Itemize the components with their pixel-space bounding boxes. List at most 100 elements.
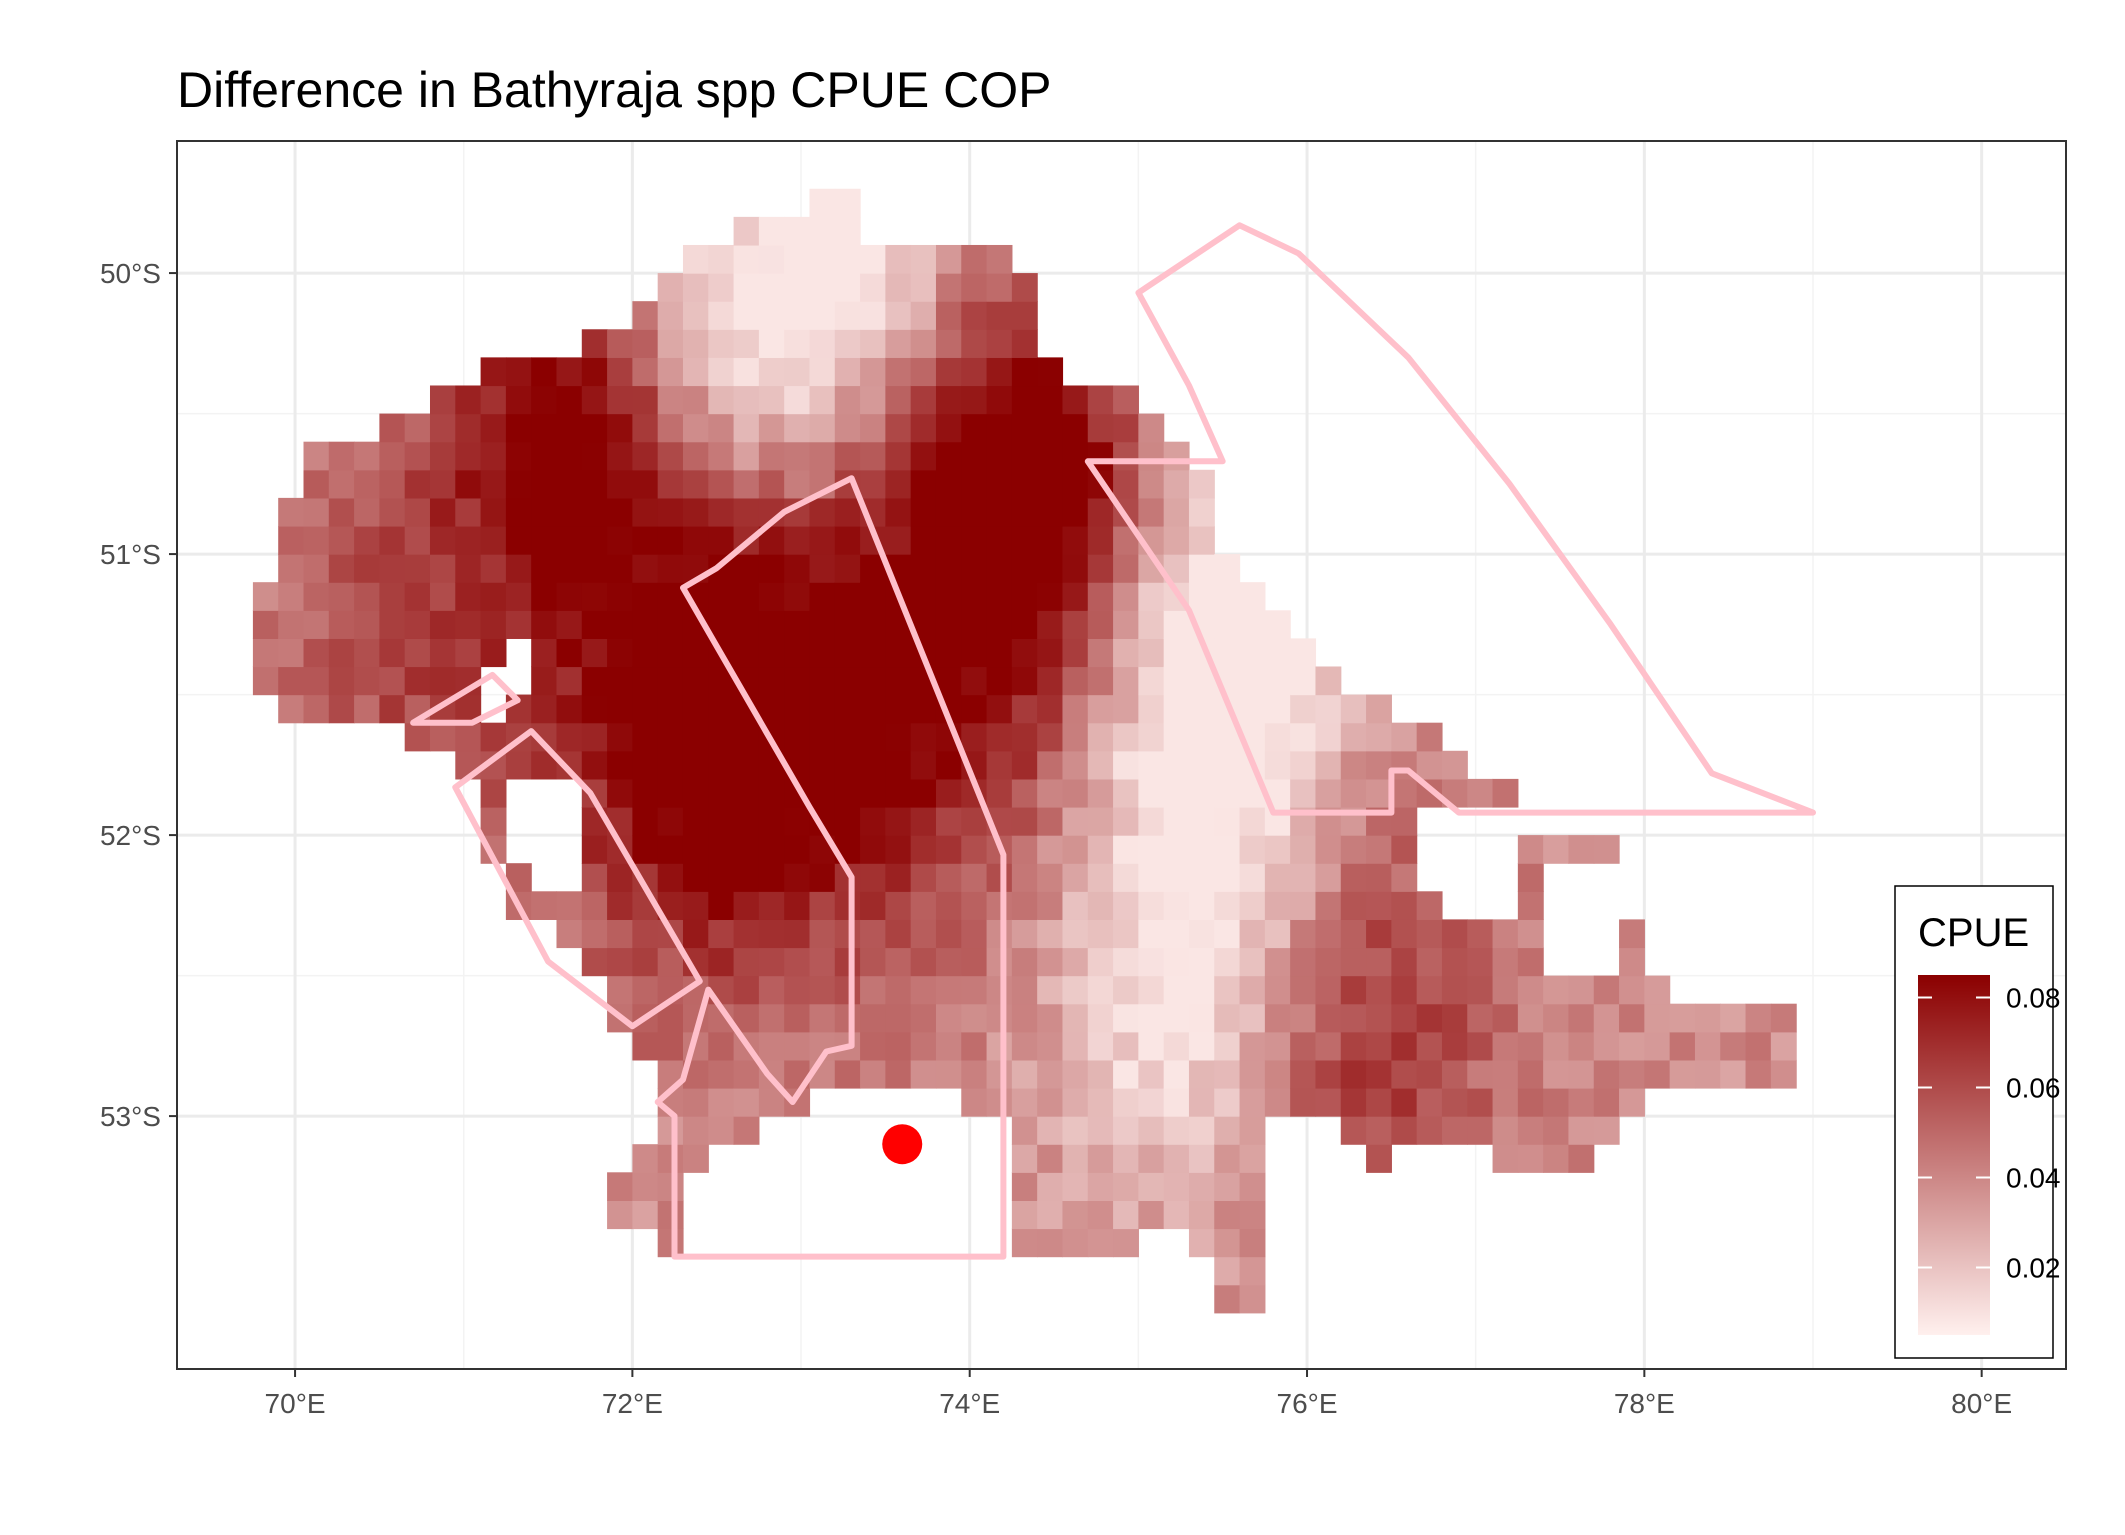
cpue-cell <box>1138 975 1165 1005</box>
cpue-cell <box>834 975 861 1005</box>
cpue-cell <box>1087 919 1114 949</box>
cpue-cell <box>935 975 962 1005</box>
cpue-cell <box>1315 891 1342 920</box>
cpue-cell <box>860 750 886 780</box>
cpue-cell <box>1214 863 1241 892</box>
cpue-cell <box>758 638 785 668</box>
cpue-cell <box>1416 891 1443 920</box>
y-tick-label: 51°S <box>100 539 161 570</box>
cpue-cell <box>1340 778 1367 808</box>
cpue-cell <box>1011 1144 1038 1173</box>
cpue-cell <box>1087 1172 1114 1201</box>
cpue-cell <box>1087 891 1114 920</box>
cpue-cell <box>1239 582 1266 611</box>
cpue-cell <box>1188 497 1215 527</box>
cpue-cell <box>1467 1031 1494 1061</box>
cpue-cell <box>632 750 659 780</box>
cpue-cell <box>809 919 836 949</box>
cpue-cell <box>784 666 811 696</box>
cpue-cell <box>733 1116 760 1145</box>
cpue-cell <box>1188 863 1215 892</box>
cpue-cell <box>354 554 380 583</box>
cpue-cell <box>682 385 709 415</box>
cpue-cell <box>1188 806 1215 836</box>
cpue-cell <box>1340 1059 1367 1089</box>
cpue-cell <box>834 1059 861 1089</box>
cpue-cell <box>834 357 861 387</box>
cpue-cell <box>910 554 937 583</box>
cpue-cell <box>860 722 886 752</box>
cpue-cell <box>1391 947 1418 977</box>
cpue-cell <box>1087 975 1114 1005</box>
cpue-cell <box>784 610 811 639</box>
cpue-cell <box>1366 1087 1392 1117</box>
cpue-cell <box>1188 1144 1215 1173</box>
management-areas <box>410 222 1816 1260</box>
cpue-cell <box>885 357 912 387</box>
cpue-cell <box>1037 835 1064 864</box>
cpue-cell <box>834 947 861 977</box>
cpue-cell <box>1391 975 1418 1005</box>
cpue-cell <box>733 216 760 246</box>
cpue-cell <box>860 273 886 302</box>
cpue-cell <box>1644 1003 1671 1033</box>
cpue-cell <box>1214 750 1241 780</box>
cpue-cell <box>1011 1031 1038 1061</box>
cpue-cell <box>1011 525 1038 555</box>
cpue-cell <box>708 329 735 358</box>
cpue-cell <box>607 610 633 639</box>
cpue-cell <box>455 722 482 752</box>
cpue-cell <box>784 441 811 471</box>
cpue-cell <box>480 722 507 752</box>
cpue-cell <box>784 385 811 415</box>
cpue-cell <box>1113 947 1139 977</box>
cpue-cell <box>1011 385 1038 415</box>
cpue-cell <box>708 1116 735 1145</box>
cpue-cell <box>784 244 811 274</box>
cpue-cell <box>935 835 962 864</box>
cpue-cell <box>607 385 633 415</box>
x-tick-label: 76°E <box>1277 1388 1338 1419</box>
cpue-cell <box>1062 413 1089 443</box>
cpue-cell <box>809 778 836 808</box>
cpue-cell <box>1619 1059 1645 1089</box>
cpue-cell <box>733 582 760 611</box>
cpue-cell <box>682 666 709 696</box>
cpue-cell <box>935 891 962 920</box>
cpue-cell <box>1188 694 1215 724</box>
cpue-cell <box>986 525 1013 555</box>
cpue-cell <box>1264 1059 1291 1089</box>
cpue-cell <box>834 666 861 696</box>
cpue-cell <box>758 919 785 949</box>
cpue-cell <box>1669 1003 1696 1033</box>
cpue-cell <box>1239 975 1266 1005</box>
cpue-cell <box>379 582 406 611</box>
cpue-cell <box>708 1059 735 1089</box>
cpue-cell <box>961 610 988 639</box>
cpue-cell <box>1087 525 1114 555</box>
cpue-cell <box>1619 975 1645 1005</box>
cpue-cell <box>303 694 330 724</box>
cpue-cell <box>682 357 709 387</box>
cpue-cell <box>834 610 861 639</box>
cpue-cell <box>531 610 558 639</box>
cpue-cell <box>581 638 608 668</box>
legend-tick-label: 0.08 <box>2006 983 2061 1014</box>
cpue-cell <box>1087 1087 1114 1117</box>
cpue-cell <box>328 638 355 668</box>
cpue-cell <box>1239 1116 1266 1145</box>
cpue-cell <box>885 525 912 555</box>
cpue-cell <box>1214 835 1241 864</box>
cpue-cell <box>1011 947 1038 977</box>
cpue-cell <box>733 301 760 330</box>
cpue-cell <box>1543 1031 1570 1061</box>
panel-border <box>176 140 2067 1370</box>
cpue-cell <box>860 582 886 611</box>
cpue-cell <box>1441 1116 1468 1145</box>
cpue-cell <box>961 1031 988 1061</box>
cpue-cell <box>303 525 330 555</box>
cpue-cell <box>733 778 760 808</box>
cpue-cell <box>1290 1087 1317 1117</box>
cpue-cell <box>834 385 861 415</box>
cpue-cell <box>657 750 684 780</box>
